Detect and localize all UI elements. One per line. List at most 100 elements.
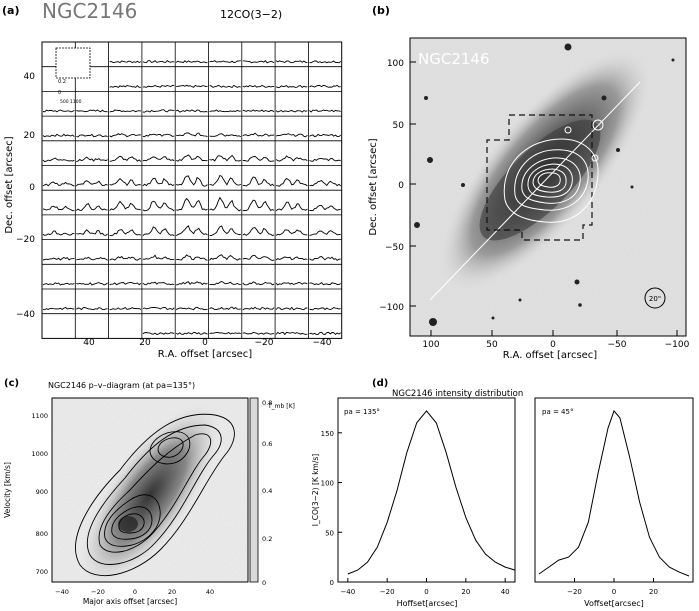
spectrum-trace bbox=[142, 177, 175, 187]
panel-d-y-tick: 0 bbox=[330, 579, 334, 587]
panel-d-label: (d) bbox=[372, 378, 388, 389]
panel-c-ylabel: Velocity [km/s] bbox=[3, 462, 12, 518]
panel-b-x-tick: 0 bbox=[550, 340, 556, 350]
intensity-plot-pa45 bbox=[534, 397, 694, 583]
colorbar-unit: T_mb [K] bbox=[267, 403, 295, 410]
spectrum-trace bbox=[209, 225, 241, 237]
panel-a-y-tick: −20 bbox=[16, 235, 35, 245]
spectrum-trace bbox=[275, 109, 308, 113]
spectrum-trace bbox=[309, 60, 341, 64]
spectrum-trace bbox=[76, 156, 108, 163]
spectrum-trace bbox=[176, 154, 208, 162]
panel-d-x-tick: 20 bbox=[649, 588, 658, 596]
spectrum-trace bbox=[242, 132, 275, 137]
panel-d-x-tick: −20 bbox=[380, 588, 395, 596]
spectrum-trace bbox=[275, 256, 308, 261]
spectrum-trace bbox=[275, 306, 308, 311]
spectrum-trace bbox=[209, 254, 241, 261]
spectrum-trace bbox=[109, 255, 142, 261]
spectrum-trace bbox=[109, 229, 142, 237]
colorbar bbox=[249, 397, 259, 583]
co-contours bbox=[503, 119, 604, 223]
panel-b-object: NGC2146 bbox=[418, 50, 490, 68]
spectrum-trace bbox=[176, 132, 208, 138]
spectrum-trace bbox=[276, 177, 308, 187]
spectrum-trace bbox=[42, 109, 75, 113]
panel-d-x-tick: −40 bbox=[340, 588, 355, 596]
spectrum-trace bbox=[209, 281, 241, 286]
panel-c-y-tick: 900 bbox=[36, 488, 48, 496]
spectrum-trace bbox=[109, 60, 142, 64]
pa135-label: pa = 135° bbox=[344, 408, 380, 416]
spectrum-trace bbox=[209, 306, 241, 311]
spectrum-trace bbox=[209, 60, 241, 63]
spectrum-trace bbox=[42, 181, 75, 187]
panel-b-x-tick: −50 bbox=[608, 340, 627, 350]
panel-b-ylabel: Dec. offset [arcsec] bbox=[368, 138, 379, 235]
spectrum-trace bbox=[275, 155, 308, 162]
panel-a-label: (a) bbox=[2, 4, 19, 17]
spectrum-trace bbox=[209, 154, 241, 162]
spectrum-trace bbox=[309, 84, 341, 88]
panel-a-y-tick: −40 bbox=[16, 310, 35, 320]
spectrum-trace bbox=[242, 227, 275, 237]
spectrum-trace bbox=[242, 109, 275, 113]
spectrum-trace bbox=[309, 157, 341, 162]
spectrum-trace bbox=[42, 230, 75, 236]
spectrum-trace bbox=[42, 205, 75, 212]
spectrum-trace bbox=[309, 331, 341, 335]
panel-d-x-tick: 0 bbox=[612, 588, 616, 596]
spectrum-trace bbox=[76, 133, 108, 138]
spectrum-trace bbox=[109, 281, 142, 286]
panel-b-y-tick: −100 bbox=[379, 303, 404, 313]
panel-a-object: NGC2146 bbox=[42, 0, 137, 23]
spectrum-trace bbox=[142, 306, 175, 311]
panel-d-x-tick: −20 bbox=[567, 588, 582, 596]
panel-d-y-tick: 150 bbox=[321, 430, 334, 438]
spectrum-trace bbox=[209, 133, 242, 138]
spectrum-trace bbox=[275, 60, 308, 64]
panel-b-x-tick: 50 bbox=[486, 340, 498, 350]
panel-a-y-tick: 0 bbox=[29, 183, 35, 193]
spectrum-trace bbox=[109, 155, 142, 162]
panel-a-xlabel: R.A. offset [arcsec] bbox=[158, 349, 253, 360]
spectrum-trace bbox=[209, 174, 241, 186]
panel-a-x-tick: −40 bbox=[313, 338, 332, 348]
beam-label: 20" bbox=[649, 295, 661, 303]
spectrum-trace bbox=[242, 306, 275, 311]
colorbar-tick: 0.6 bbox=[262, 440, 272, 448]
spectrum-trace bbox=[176, 109, 208, 113]
inset-box bbox=[55, 47, 91, 79]
spectrum-trace bbox=[142, 84, 175, 88]
spectrum-trace bbox=[142, 332, 175, 335]
spectrum-trace bbox=[109, 200, 142, 211]
spectrum-trace bbox=[309, 109, 341, 113]
spectrum-trace bbox=[275, 229, 308, 236]
spectrum-trace bbox=[76, 282, 108, 286]
panel-b-x-tick: −100 bbox=[665, 340, 690, 350]
inset-x-label: 500 1100 bbox=[60, 99, 82, 105]
panel-a-line-label: 12CO(3−2) bbox=[220, 8, 282, 21]
spectrum-trace bbox=[142, 226, 175, 237]
spectrum-trace bbox=[142, 109, 175, 113]
panel-b-y-tick: 50 bbox=[393, 121, 405, 131]
panel-b-x-tick: 100 bbox=[422, 340, 439, 350]
panel-a-x-tick: 0 bbox=[202, 338, 208, 348]
spectrum-trace bbox=[175, 60, 208, 64]
panel-c-xlabel: Major axis offset [arcsec] bbox=[83, 597, 177, 606]
panel-d-x-tick: 40 bbox=[501, 588, 510, 596]
panel-d-right-xlabel: Voffset[arcsec] bbox=[584, 599, 644, 608]
panel-c-y-tick: 800 bbox=[36, 530, 48, 538]
spectrum-trace bbox=[42, 282, 75, 286]
spectrum-trace bbox=[242, 84, 275, 88]
intensity-plot-pa135 bbox=[337, 397, 516, 583]
panel-d-ticks: −40 −20 0 20 40 −20 0 20 150 100 50 0 bbox=[321, 430, 658, 596]
spectrum-trace bbox=[309, 306, 341, 311]
panel-a-y-tick: 20 bbox=[24, 131, 36, 141]
spectrum-trace bbox=[309, 204, 341, 212]
panel-d-y-tick: 50 bbox=[325, 529, 334, 537]
spectrum-trace bbox=[175, 306, 208, 311]
spectrum-trace bbox=[42, 157, 75, 163]
spectrum-trace bbox=[76, 256, 108, 261]
